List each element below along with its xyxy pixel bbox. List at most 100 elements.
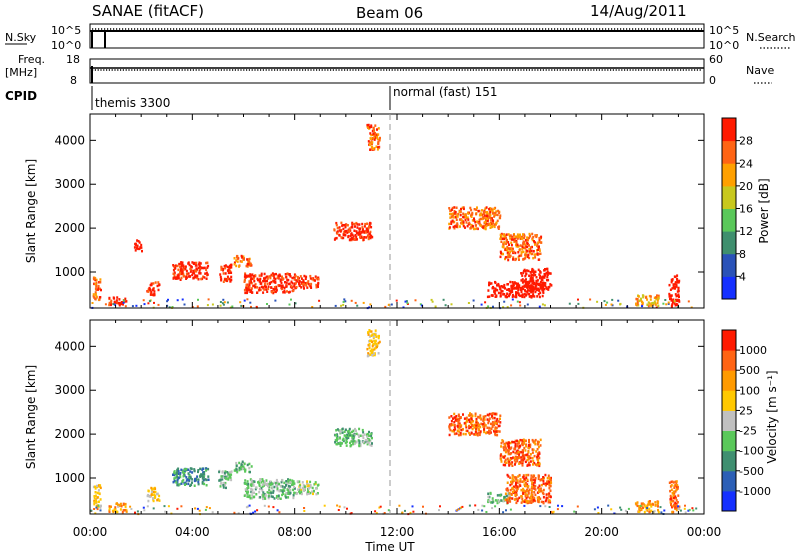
cell-r11 — [516, 442, 519, 445]
cell-r12 — [540, 241, 543, 244]
cell-r6 — [257, 481, 259, 484]
cell-r7 — [273, 280, 276, 284]
cell-r13 — [513, 281, 516, 284]
cell-r6 — [247, 262, 250, 266]
cell-r14 — [527, 284, 529, 287]
cell-r13 — [511, 477, 514, 480]
cell-r6 — [275, 478, 278, 482]
cell-ground — [552, 510, 555, 513]
cell-r3 — [205, 484, 208, 487]
cell-r12 — [500, 240, 503, 243]
cell-r9 — [356, 226, 359, 229]
cell-r9 — [377, 352, 380, 355]
cell-r12 — [499, 237, 502, 240]
cell-ground — [610, 303, 613, 306]
colorbar-tick-label: 100 — [739, 384, 760, 397]
cell-r11 — [539, 438, 542, 442]
cell-r4 — [220, 475, 223, 478]
cell-r10 — [374, 136, 377, 139]
cell-r6 — [245, 489, 247, 493]
cell-r1 — [113, 508, 116, 511]
cell-r9 — [373, 339, 376, 343]
cell-r4 — [207, 264, 210, 268]
cell-r12 — [517, 251, 520, 254]
cell-r8 — [335, 429, 338, 432]
cell-r14 — [546, 270, 549, 273]
cell-r12 — [509, 237, 512, 240]
cell-r9 — [374, 341, 377, 344]
cell-r15 — [671, 480, 674, 483]
cell-r11 — [504, 461, 507, 464]
cell-ground — [375, 512, 378, 515]
cell-r11 — [537, 461, 539, 465]
cell-r12 — [528, 232, 531, 236]
cell-r14 — [532, 269, 535, 272]
cell-r11 — [528, 463, 531, 467]
cell-r11 — [499, 214, 502, 217]
cell-r14 — [652, 503, 654, 506]
cell-r11 — [452, 214, 454, 217]
cell-r11 — [536, 452, 539, 455]
cell-r8 — [336, 439, 338, 442]
cell-r10 — [465, 416, 468, 420]
cell-r8 — [364, 440, 367, 443]
cell-ground — [176, 507, 179, 510]
cell-r7 — [251, 273, 254, 276]
cell-r7 — [277, 277, 280, 280]
cell-r13 — [527, 500, 530, 503]
cell-r15 — [651, 301, 654, 305]
cell-r8 — [345, 444, 348, 447]
cell-ground — [180, 505, 183, 508]
cell-r8 — [350, 443, 353, 447]
cell-r9 — [368, 345, 371, 348]
cell-r4 — [198, 263, 200, 266]
cell-r11 — [536, 443, 539, 446]
cell-r13 — [518, 473, 521, 477]
cell-r3 — [201, 482, 204, 485]
colorbar-tick-label: 20 — [739, 180, 753, 193]
cell-r1 — [118, 298, 121, 301]
cell-r13 — [537, 292, 540, 296]
cell-r10 — [455, 432, 458, 435]
cell-r13 — [524, 290, 527, 293]
cell-r6 — [277, 497, 279, 500]
cell-r13 — [521, 293, 524, 296]
cell-r9 — [368, 335, 371, 338]
cell-r14 — [547, 278, 550, 282]
cell-r12 — [524, 257, 527, 260]
cell-r11 — [450, 213, 453, 216]
cell-r7 — [272, 279, 274, 283]
cell-r1 — [108, 505, 111, 508]
cell-r11 — [473, 208, 476, 211]
cell-r11 — [524, 439, 527, 442]
cell-r9 — [340, 221, 343, 225]
cell-r7 — [307, 487, 310, 490]
cell-r7 — [306, 481, 308, 485]
cell-r5 — [243, 467, 246, 471]
cell-r7 — [245, 288, 248, 292]
cell-r8 — [336, 435, 339, 439]
cell-r11 — [471, 224, 474, 228]
cell-r11 — [459, 225, 461, 228]
cell-r11 — [489, 216, 492, 219]
cell-r10 — [460, 424, 463, 427]
cell-r4 — [191, 261, 194, 264]
nsky-tick-min: 10^0 — [51, 39, 81, 52]
cell-r10 — [495, 430, 498, 433]
cell-r6 — [260, 486, 263, 490]
cell-r5 — [220, 279, 223, 282]
cell-r7 — [283, 291, 286, 294]
ytick-label: 1000 — [54, 471, 85, 485]
cell-r9 — [342, 227, 345, 231]
cell-r4 — [203, 276, 206, 279]
cell-r4 — [202, 266, 205, 270]
cell-r10 — [479, 414, 482, 417]
cell-r11 — [483, 214, 486, 217]
cell-r13 — [509, 497, 512, 500]
cell-ground — [350, 512, 353, 515]
colorbar-swatch — [722, 390, 736, 411]
cell-r11 — [523, 439, 526, 442]
cell-r3 — [147, 290, 150, 293]
cell-r8 — [366, 439, 369, 442]
cell-r8 — [357, 433, 360, 437]
